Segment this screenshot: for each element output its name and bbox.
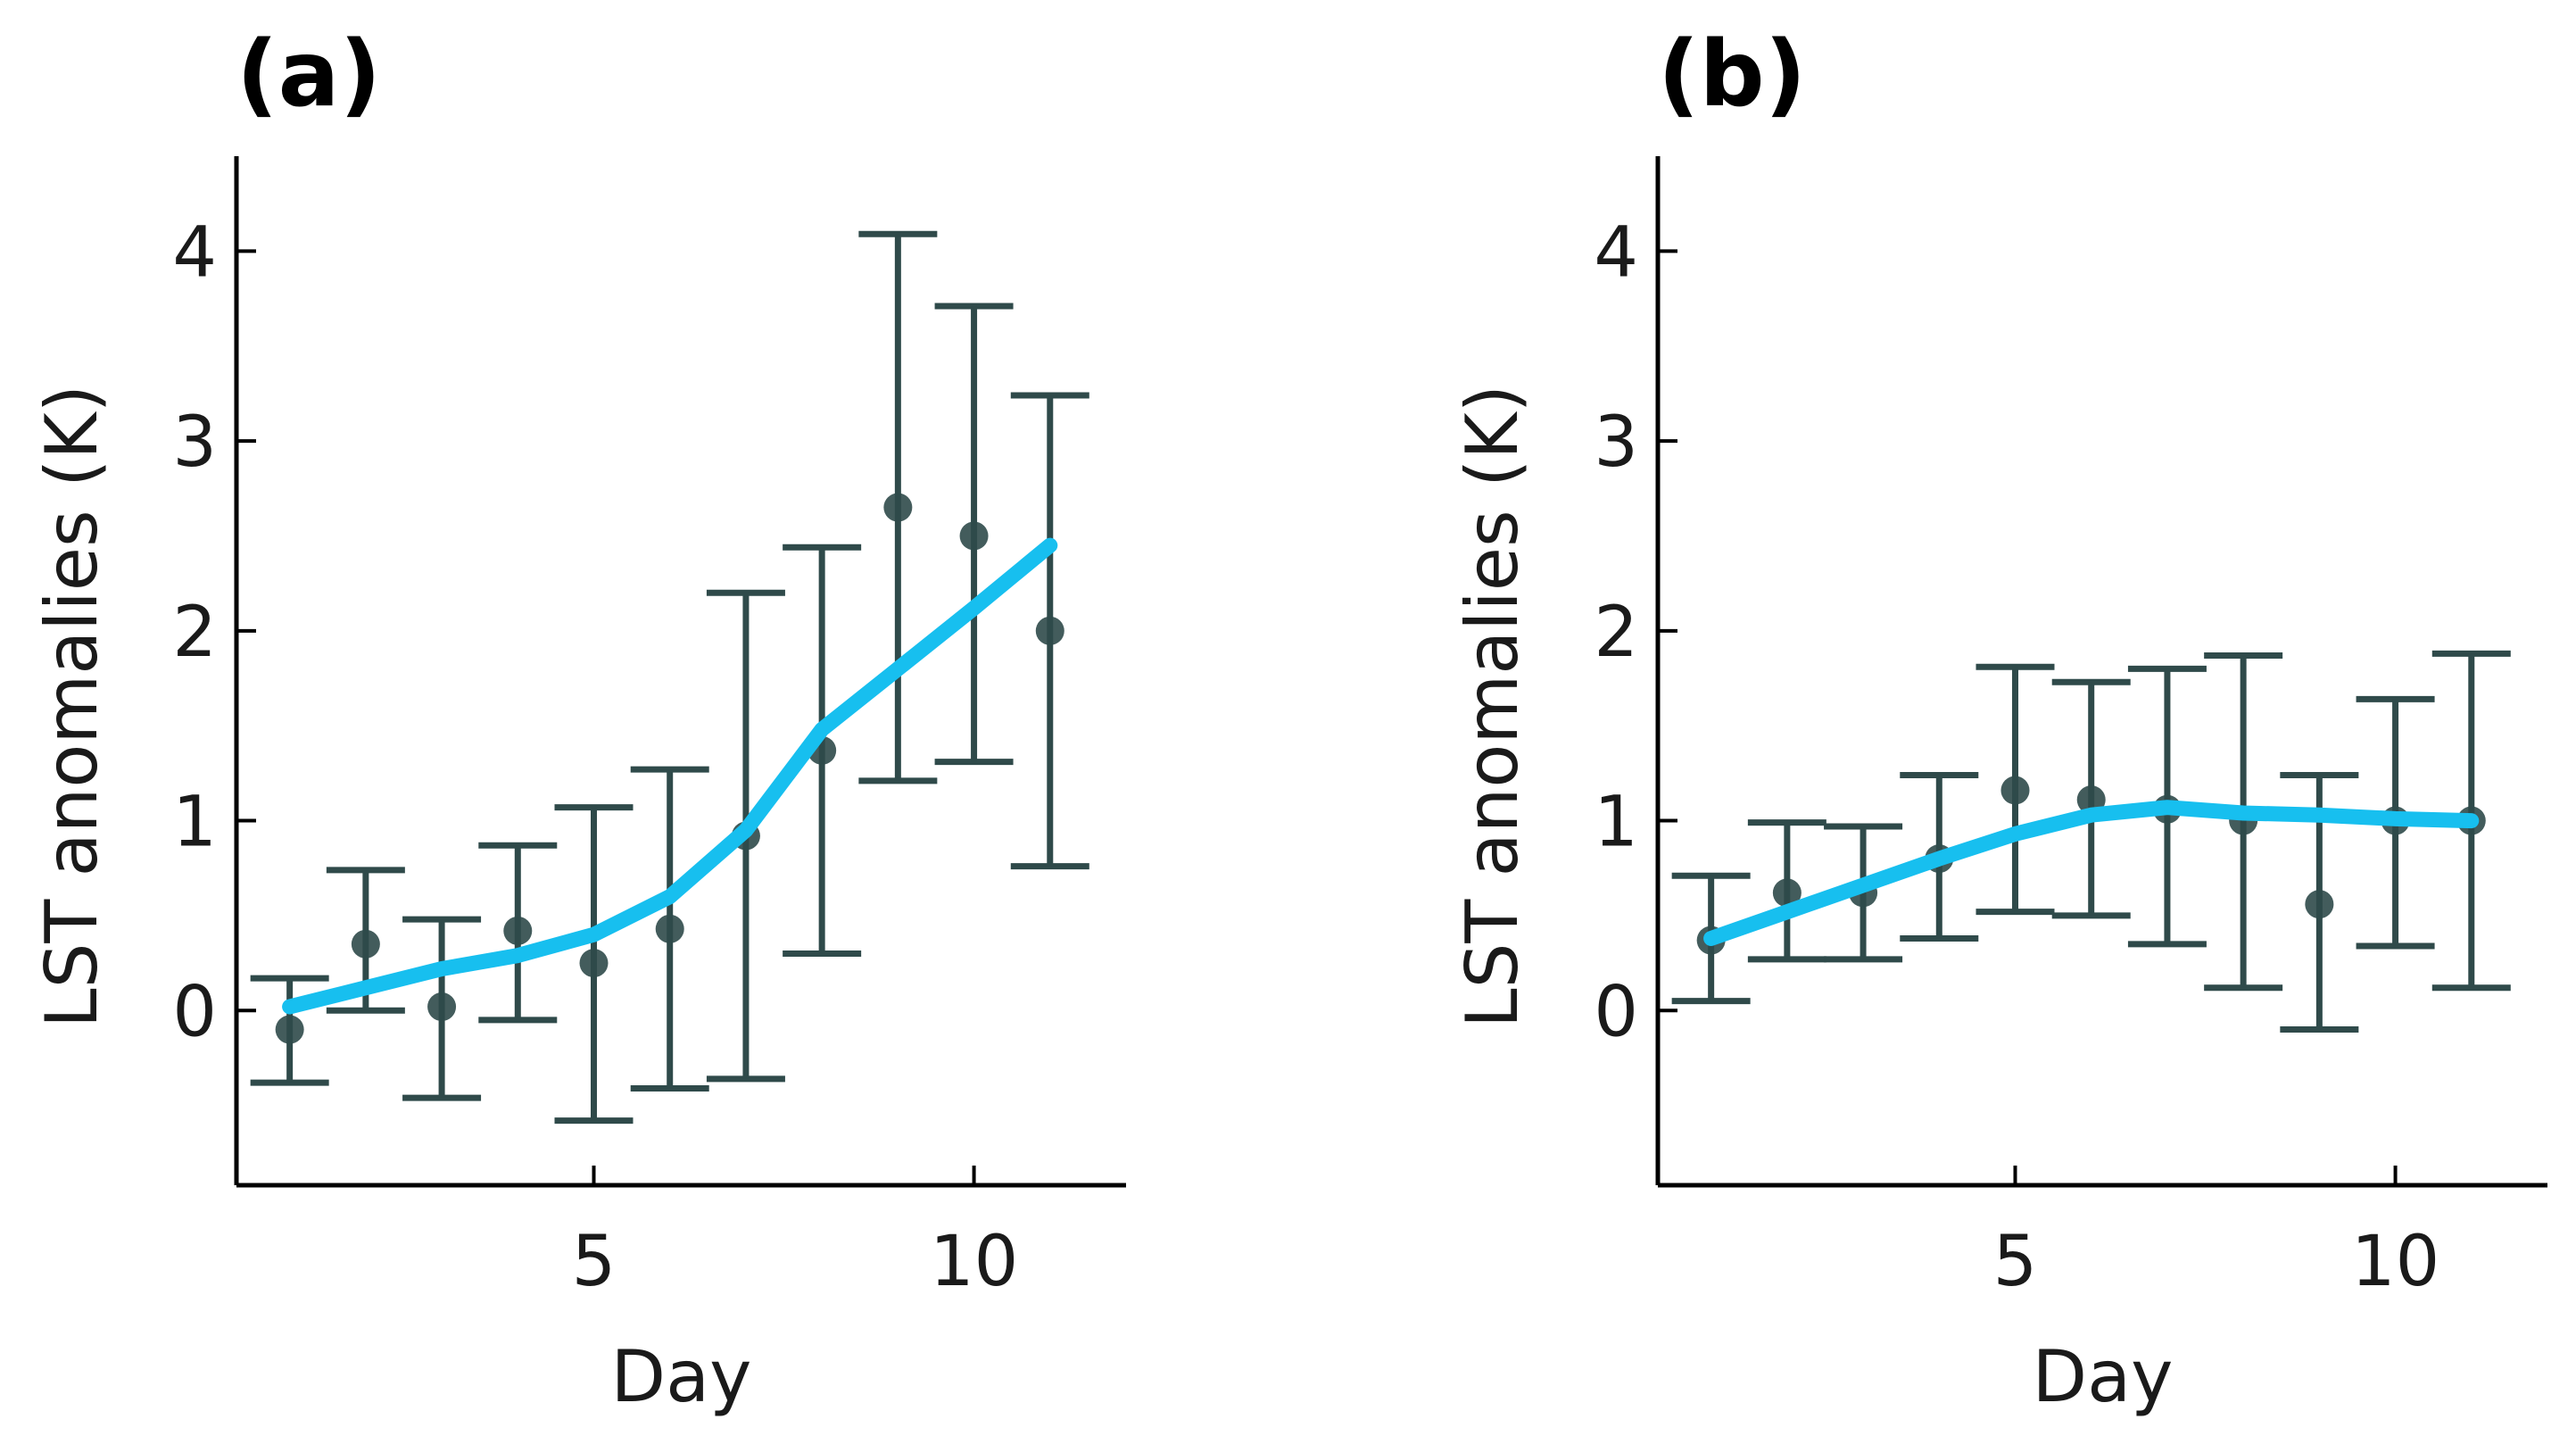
x-tick-label: 10	[930, 1222, 1018, 1302]
data-point	[959, 521, 989, 551]
y-tick-label: 3	[172, 403, 217, 483]
x-tick-label: 5	[572, 1222, 617, 1302]
y-tick-label: 0	[172, 972, 217, 1052]
panel-a: (a) 0 1 2 3 4 5 10 Day LST anomalies (K)	[30, 21, 1126, 1418]
data-point	[427, 992, 457, 1022]
trend-line	[1703, 800, 2480, 946]
trend-line	[282, 537, 1058, 1015]
data-point	[2305, 890, 2334, 919]
data-point	[1035, 616, 1064, 645]
y-tick-label: 2	[172, 593, 217, 673]
y-tick-label: 4	[1594, 212, 1638, 293]
y-axis-title: LST anomalies (K)	[1451, 385, 1534, 1028]
data-point	[655, 914, 684, 943]
panel-label: (a)	[236, 21, 381, 128]
data-point	[2000, 776, 2030, 805]
panel-label: (b)	[1658, 21, 1806, 128]
data-point	[1772, 878, 1802, 908]
data-point	[503, 916, 533, 945]
y-tick-label: 4	[172, 212, 217, 293]
x-axis-title: Day	[2033, 1335, 2174, 1418]
y-tick-label: 1	[1594, 783, 1638, 863]
y-tick-label: 0	[1594, 972, 1638, 1052]
data-point	[883, 493, 913, 522]
panel-b: (b) 0 1 2 3 4 5 10 Day LST anomalies (K)	[1451, 21, 2547, 1418]
y-tick-label: 2	[1594, 593, 1638, 673]
data-point	[351, 929, 380, 959]
x-axis-title: Day	[611, 1335, 752, 1418]
y-tick-label: 3	[1594, 403, 1638, 483]
y-axis-title: LST anomalies (K)	[30, 385, 113, 1028]
x-tick-label: 10	[2351, 1222, 2439, 1302]
y-tick-label: 1	[172, 783, 217, 863]
data-point	[275, 1015, 304, 1044]
data-point	[579, 949, 609, 978]
x-tick-label: 5	[1993, 1222, 2038, 1302]
